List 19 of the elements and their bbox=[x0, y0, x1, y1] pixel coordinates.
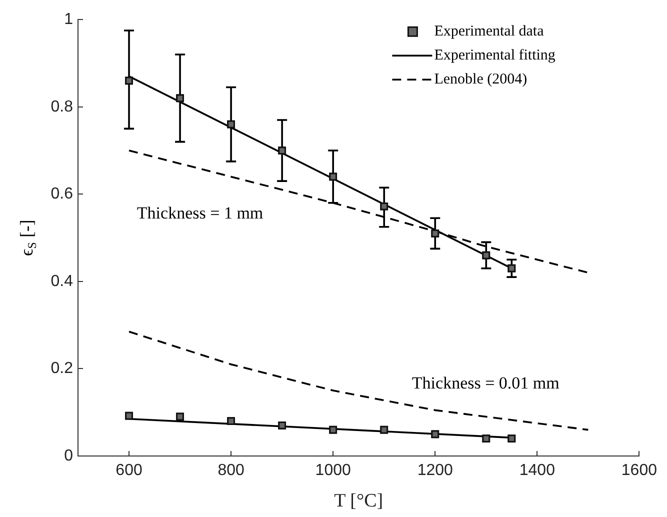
legend-label: Experimental data bbox=[434, 24, 544, 40]
y-tick-label: 0 bbox=[64, 447, 74, 464]
x-axis-title: T [°C] bbox=[334, 490, 384, 512]
legend-label: Experimental fitting bbox=[434, 48, 556, 64]
x-tick-label: 1200 bbox=[417, 462, 454, 480]
annotation: Thickness = 1 mm bbox=[136, 203, 264, 222]
y-tick-label: 0.4 bbox=[50, 272, 74, 290]
legend-label: Lenoble (2004) bbox=[434, 72, 528, 88]
y-tick-label: 0.6 bbox=[50, 186, 74, 203]
x-tick-label: 800 bbox=[218, 462, 244, 480]
y-tick-label: 0.2 bbox=[50, 360, 74, 378]
y-tick-label: 0.8 bbox=[50, 98, 74, 116]
x-tick-label: 1400 bbox=[519, 462, 556, 480]
x-tick-label: 600 bbox=[116, 462, 142, 480]
x-tick-label: 1000 bbox=[315, 462, 351, 480]
y-tick-label: 1 bbox=[64, 11, 74, 28]
y-axis-title: ϵS [-] bbox=[16, 220, 40, 256]
annotation: Thickness = 0.01 mm bbox=[412, 373, 560, 392]
x-tick-label: 1600 bbox=[621, 462, 658, 480]
